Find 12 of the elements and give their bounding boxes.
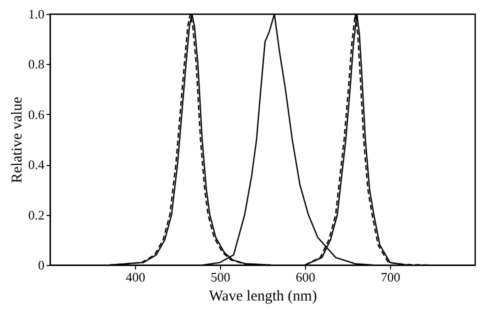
x-tick-label: 500 [210, 270, 230, 284]
y-tick-label: 0 [38, 258, 44, 272]
x-tick-label: 400 [126, 270, 146, 284]
y-axis-title: Relative value [9, 96, 26, 184]
y-tick-label: 0.2 [28, 207, 44, 222]
x-axis-title: Wave length (nm) [209, 288, 317, 304]
y-tick-label: 0.6 [28, 106, 45, 122]
y-tick-label: 1.0 [28, 6, 44, 22]
y-tick-label: 0.8 [28, 56, 44, 72]
x-tick-label: 600 [296, 270, 316, 284]
x-tick-label: 700 [380, 270, 400, 284]
y-tick-label: 0.4 [28, 157, 45, 172]
